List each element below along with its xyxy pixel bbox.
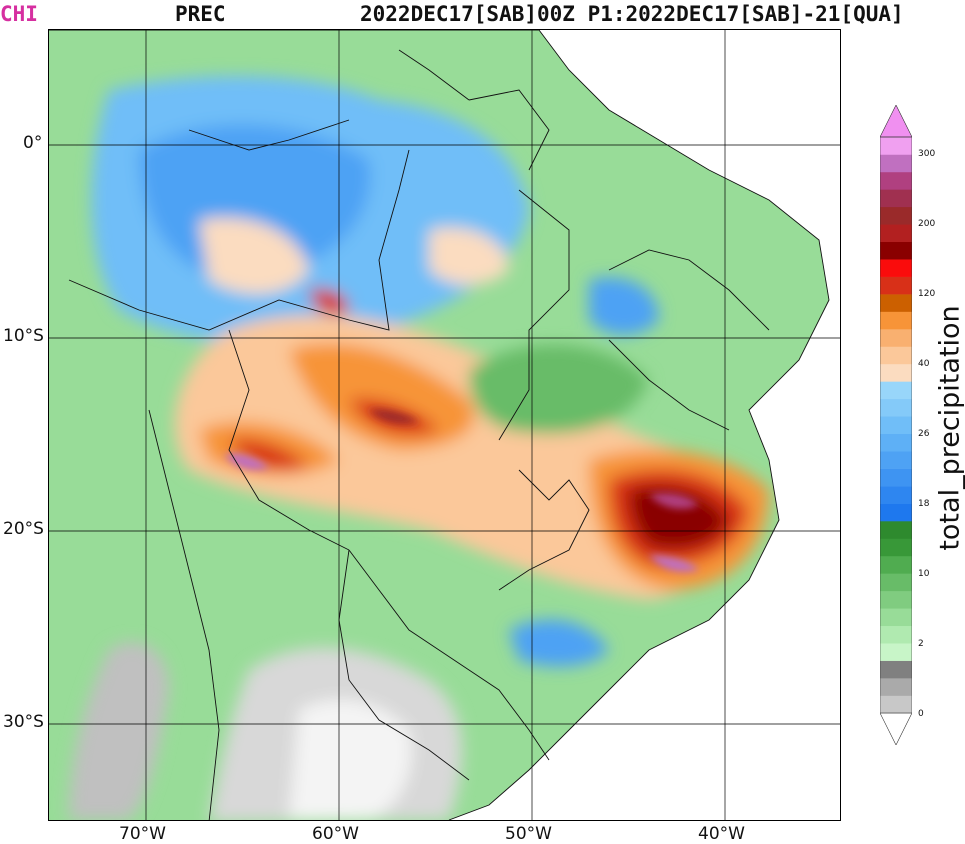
colorbar-step bbox=[880, 137, 912, 155]
colorbar-step bbox=[880, 294, 912, 312]
colorbar-step bbox=[880, 381, 912, 400]
colorbar-min-extend bbox=[880, 712, 912, 745]
colorbar-tick: 10 bbox=[918, 569, 930, 579]
precip-field bbox=[49, 30, 829, 820]
colorbar-step bbox=[880, 363, 912, 382]
colorbar-step bbox=[880, 259, 912, 277]
colorbar-step bbox=[880, 695, 912, 714]
colorbar-tick: 40 bbox=[918, 359, 930, 369]
colorbar-step bbox=[880, 241, 912, 260]
valid-time-label: 2022DEC17[SAB]00Z P1:2022DEC17[SAB]-21[Q… bbox=[360, 2, 904, 26]
colorbar-step bbox=[880, 189, 912, 208]
lat-label-30s: 30°S bbox=[3, 712, 44, 732]
precipitation-map[interactable] bbox=[48, 29, 841, 821]
colorbar-step bbox=[880, 590, 912, 609]
colorbar-step bbox=[880, 573, 912, 592]
colorbar-tick: 0 bbox=[918, 709, 924, 719]
colorbar-step bbox=[880, 276, 912, 295]
colorbar-tick: 300 bbox=[918, 149, 936, 159]
colorbar-max-extend bbox=[880, 105, 912, 138]
colorbar-tick: 2 bbox=[918, 639, 924, 649]
colorbar-step bbox=[880, 451, 912, 469]
colorbar bbox=[880, 105, 912, 745]
colorbar-step bbox=[880, 206, 912, 225]
graticule bbox=[49, 30, 840, 820]
colorbar-tick: 18 bbox=[918, 499, 930, 509]
lon-label-40w: 40°W bbox=[698, 824, 745, 844]
colorbar-step bbox=[880, 416, 912, 435]
colorbar-step bbox=[880, 486, 912, 504]
colorbar-step bbox=[880, 224, 912, 243]
colorbar-frame bbox=[880, 136, 912, 714]
colorbar-step bbox=[880, 311, 912, 330]
colorbar-step bbox=[880, 346, 912, 365]
colorbar-step bbox=[880, 643, 912, 661]
country-borders bbox=[49, 30, 830, 820]
colorbar-step bbox=[880, 398, 912, 417]
model-label: CHI bbox=[0, 2, 38, 26]
colorbar-step bbox=[880, 678, 912, 696]
colorbar-tick: 120 bbox=[918, 289, 936, 299]
colorbar-step bbox=[880, 625, 912, 644]
colorbar-step bbox=[880, 154, 912, 173]
colorbar-step bbox=[880, 433, 912, 452]
colorbar-step bbox=[880, 660, 912, 679]
colorbar-step bbox=[880, 468, 912, 487]
lat-label-0: 0° bbox=[23, 133, 43, 153]
colorbar-step bbox=[880, 608, 912, 627]
colorbar-step bbox=[880, 555, 912, 574]
colorbar-step bbox=[880, 171, 912, 190]
colorbar-step bbox=[880, 521, 912, 539]
colorbar-step bbox=[880, 538, 912, 557]
colorbar-step bbox=[880, 503, 912, 522]
colorbar-tick: 200 bbox=[918, 219, 936, 229]
lat-label-10s: 10°S bbox=[3, 326, 44, 346]
colorbar-step bbox=[880, 329, 912, 347]
colorbar-tick: 26 bbox=[918, 429, 930, 439]
lat-label-20s: 20°S bbox=[3, 519, 44, 539]
lon-label-50w: 50°W bbox=[505, 824, 552, 844]
lon-label-70w: 70°W bbox=[119, 824, 166, 844]
colorbar-label: total_precipitation bbox=[934, 305, 965, 551]
lon-label-60w: 60°W bbox=[312, 824, 359, 844]
variable-label: PREC bbox=[175, 2, 226, 26]
